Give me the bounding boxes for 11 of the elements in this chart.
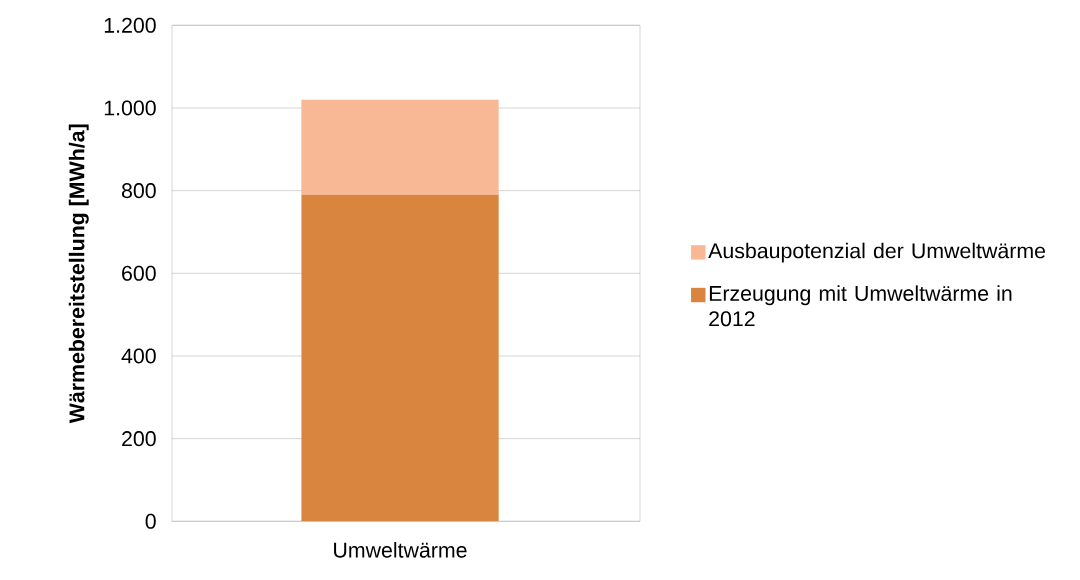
y-tick-label: 1.000 [104, 100, 156, 116]
y-tick-label: 600 [122, 265, 156, 281]
x-tick-label: Umweltwärme [334, 542, 467, 558]
y-tick-label: 800 [121, 183, 156, 199]
y-tick-label: 400 [121, 348, 156, 364]
legend-label: Ausbaupotenzial der Umweltwärme [708, 242, 1046, 263]
y-tick-label: 0 [145, 513, 156, 529]
y-tick-label: 200 [122, 431, 156, 447]
legend-label: Erzeugung mit Umweltwärme in 2012 [709, 285, 1012, 327]
y-tick-label: 1.200 [104, 17, 156, 33]
y-axis-title: Wärmebereitstellung [MWh/a] [68, 124, 89, 424]
